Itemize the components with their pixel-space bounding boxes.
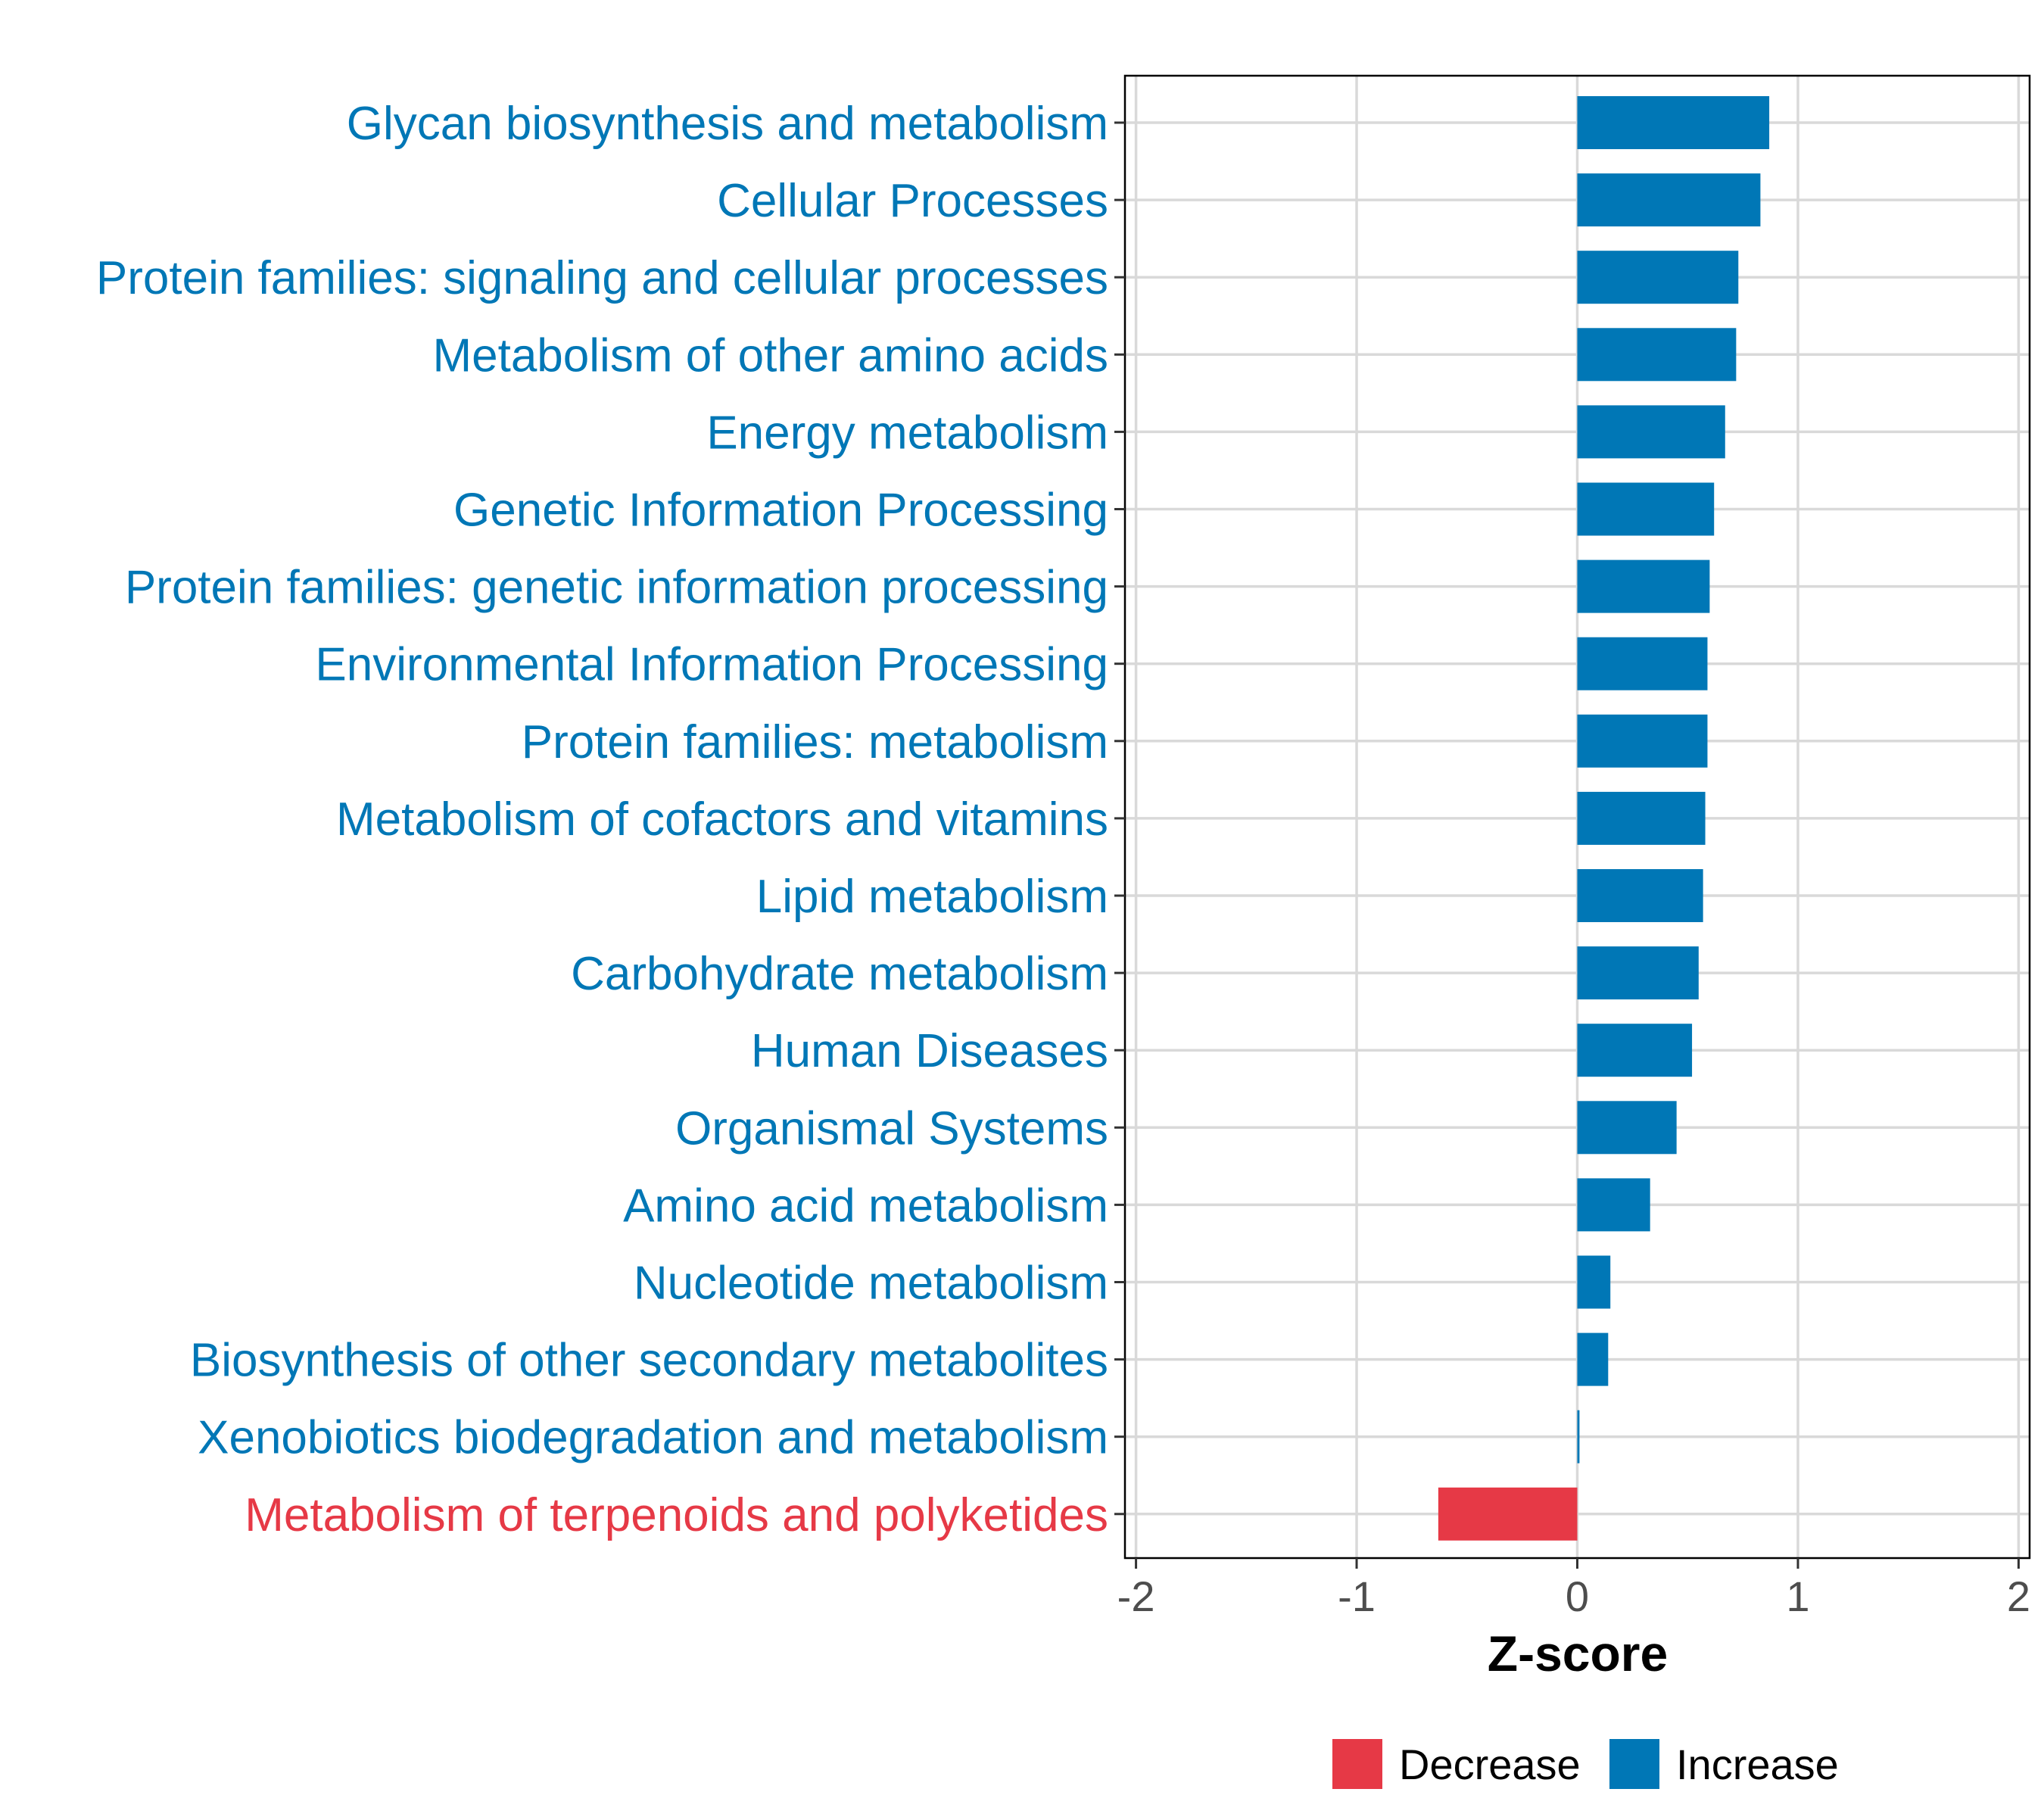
bar [1577,173,1761,227]
y-tick-label: Human Diseases [751,1025,1108,1077]
y-tick-label: Metabolism of terpenoids and polyketides [245,1489,1108,1541]
x-tick-label: -2 [1117,1572,1155,1620]
y-tick-label: Energy metabolism [706,407,1108,459]
bar [1577,714,1708,768]
bar [1577,1024,1693,1077]
x-tick-label: -1 [1338,1572,1376,1620]
y-tick-label: Biosynthesis of other secondary metaboli… [190,1335,1108,1387]
y-tick-label: Nucleotide metabolism [634,1258,1108,1310]
legend-label-decrease: Decrease [1399,1741,1581,1788]
y-tick-label: Organismal Systems [675,1102,1108,1155]
bar [1577,1255,1611,1309]
x-tick-label: 2 [2007,1572,2030,1620]
bar [1438,1487,1578,1541]
bar [1577,1332,1609,1386]
x-tick-label: 0 [1566,1572,1589,1620]
y-tick-label: Carbohydrate metabolism [571,948,1108,1000]
bar [1577,791,1706,845]
y-tick-label: Environmental Information Processing [315,639,1108,691]
y-tick-label: Genetic Information Processing [453,485,1108,537]
bar [1577,482,1715,536]
bar [1577,869,1703,922]
legend-key-increase [1609,1739,1659,1789]
x-axis-ticks: -2 -1 0 1 2 [1117,1558,2030,1620]
bar [1577,1101,1677,1155]
y-tick-label: Metabolism of other amino acids [432,329,1108,382]
bar [1577,405,1725,459]
y-axis-ticks [1114,121,1125,1516]
y-tick-label: Lipid metabolism [756,871,1108,923]
bars [1438,96,1770,1541]
y-tick-label: Protein families: metabolism [522,716,1108,768]
y-tick-label: Protein families: signaling and cellular… [96,252,1108,304]
y-tick-label: Glycan biosynthesis and metabolism [347,98,1108,150]
x-tick-label: 1 [1786,1572,1809,1620]
x-axis-title: Z-score [1488,1625,1668,1681]
y-tick-label: Metabolism of cofactors and vitamins [336,793,1108,846]
bar [1577,1178,1650,1232]
bar [1577,251,1739,304]
bar [1577,637,1708,690]
y-axis-labels: Glycan biosynthesis and metabolism Cellul… [96,98,1108,1541]
bar [1577,96,1770,149]
y-tick-label: Xenobiotics biodegradation and metabolis… [198,1412,1108,1464]
y-tick-label: Amino acid metabolism [623,1180,1108,1232]
bar [1577,559,1710,613]
legend: Decrease Increase [1332,1739,1839,1789]
bar [1577,1410,1580,1463]
bar [1577,328,1737,382]
y-tick-label: Protein families: genetic information pr… [125,562,1108,614]
y-tick-label: Cellular Processes [717,175,1108,227]
legend-key-decrease [1332,1739,1382,1789]
bar [1577,946,1699,1000]
legend-label-increase: Increase [1676,1741,1839,1788]
